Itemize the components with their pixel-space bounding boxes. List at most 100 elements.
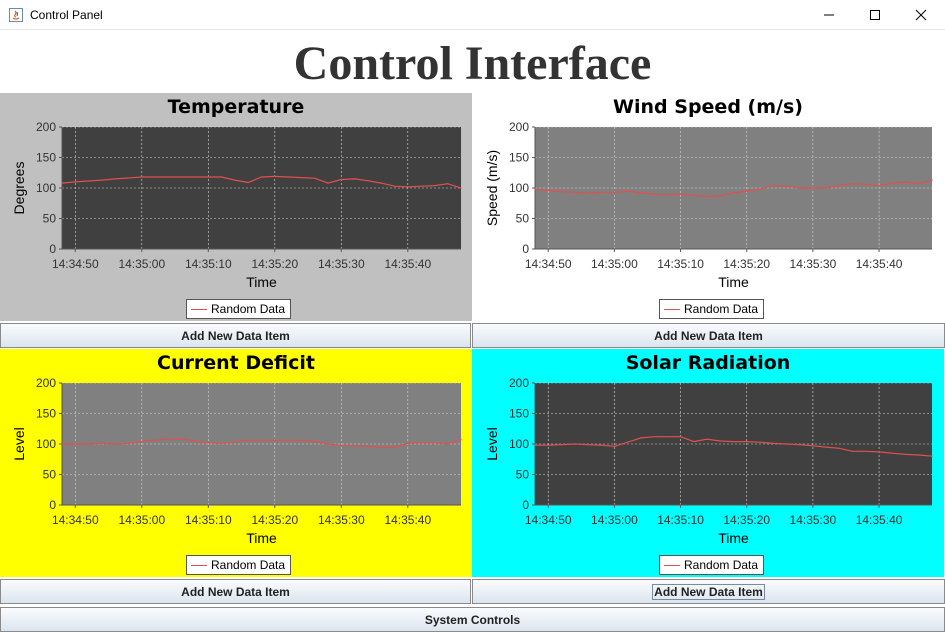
data-point xyxy=(260,439,263,441)
data-point xyxy=(785,443,788,445)
y-axis-label: Speed (m/s) xyxy=(484,150,500,226)
add-data-item-button[interactable]: Add New Data Item xyxy=(472,323,945,348)
data-point xyxy=(891,452,893,454)
x-tick-label: 14:35:10 xyxy=(185,513,232,527)
data-point xyxy=(587,444,589,446)
data-point xyxy=(613,445,615,448)
data-point xyxy=(460,439,462,441)
data-point xyxy=(759,441,761,443)
minimize-button[interactable] xyxy=(806,0,852,30)
data-point xyxy=(640,437,642,439)
data-point xyxy=(653,436,655,438)
data-point xyxy=(221,176,223,178)
data-point xyxy=(447,183,449,185)
add-data-item-label: Add New Data Item xyxy=(181,328,290,343)
add-data-item-button[interactable]: Add New Data Item xyxy=(472,579,945,604)
data-point xyxy=(74,181,76,183)
data-point xyxy=(812,445,814,447)
data-point xyxy=(613,191,615,193)
legend-label: Random Data xyxy=(211,302,286,316)
data-point xyxy=(560,444,563,446)
window-titlebar: Control Panel xyxy=(0,0,945,30)
data-point xyxy=(812,187,814,189)
x-tick-label: 14:35:30 xyxy=(790,513,837,527)
maximize-button[interactable] xyxy=(852,0,898,30)
y-tick-label: 100 xyxy=(36,437,56,451)
data-point xyxy=(114,178,116,180)
y-tick-label: 50 xyxy=(516,468,530,482)
data-point xyxy=(865,450,867,452)
data-point xyxy=(918,183,920,185)
system-controls-button[interactable]: System Controls xyxy=(0,607,945,632)
data-point xyxy=(666,194,668,196)
y-tick-label: 0 xyxy=(522,242,529,256)
data-point xyxy=(852,183,854,185)
chart-svg: 0 50 100 150 200 14:34:50 14:35:00 14:35:10 14:3… xyxy=(484,120,933,290)
y-tick-label: 100 xyxy=(36,181,56,195)
legend-swatch xyxy=(191,308,207,310)
data-point xyxy=(746,440,748,443)
y-tick-label: 150 xyxy=(509,407,529,421)
data-point xyxy=(653,193,655,195)
data-point xyxy=(799,187,801,189)
y-tick-label: 50 xyxy=(43,468,57,482)
data-point xyxy=(706,195,708,198)
chart-svg: 0 50 100 150 200 14:34:50 14:35:00 14:35:10 14:3… xyxy=(11,376,462,546)
y-tick-label: 200 xyxy=(509,376,529,390)
data-point xyxy=(367,180,369,182)
x-tick-label: 14:35:00 xyxy=(118,513,165,527)
data-point xyxy=(287,176,289,178)
chart-title: Wind Speed (m/s) xyxy=(613,96,803,118)
data-point xyxy=(221,442,223,444)
data-point xyxy=(247,181,249,184)
data-point xyxy=(878,451,880,453)
data-point xyxy=(838,184,840,187)
data-point xyxy=(61,443,63,445)
chart-panel-2: Wind Speed (m/s) 0 50 100 150 200 14:34:50 14:3… xyxy=(472,93,944,321)
add-data-item-button[interactable]: Add New Data Item xyxy=(0,579,471,604)
data-point xyxy=(234,441,236,443)
y-tick-label: 100 xyxy=(509,437,529,451)
data-point xyxy=(931,179,933,181)
data-point xyxy=(167,438,169,440)
close-button[interactable] xyxy=(898,0,944,30)
data-point xyxy=(88,443,90,445)
y-tick-label: 150 xyxy=(36,407,56,421)
x-tick-label: 14:35:10 xyxy=(657,513,704,527)
y-axis-label: Degrees xyxy=(11,162,27,215)
data-point xyxy=(627,441,629,443)
legend-swatch xyxy=(664,308,680,310)
data-point xyxy=(433,442,435,444)
add-data-item-label: Add New Data Item xyxy=(181,584,290,599)
data-point xyxy=(534,444,536,446)
data-point xyxy=(732,440,735,443)
add-data-item-label: Add New Data Item xyxy=(652,583,765,600)
x-axis-label: Time xyxy=(246,274,277,290)
data-point xyxy=(852,450,854,452)
data-point xyxy=(327,182,329,184)
data-point xyxy=(287,439,289,441)
data-point xyxy=(891,182,893,184)
chart-panel-3: Current Deficit 0 50 100 150 200 14:34:50 14:35… xyxy=(0,349,472,577)
x-tick-label: 14:35:00 xyxy=(591,513,638,527)
chart-svg: 0 50 100 150 200 14:34:50 14:35:00 14:35:10 14:3… xyxy=(484,376,933,546)
add-data-item-button[interactable]: Add New Data Item xyxy=(0,323,471,348)
data-point xyxy=(101,442,103,444)
data-point xyxy=(574,443,576,445)
data-point xyxy=(114,443,116,445)
data-point xyxy=(127,442,130,444)
legend-label: Random Data xyxy=(684,558,759,572)
data-point xyxy=(274,439,276,441)
data-point xyxy=(574,191,576,193)
x-tick-label: 14:35:30 xyxy=(318,513,365,527)
data-point xyxy=(931,455,933,457)
data-point xyxy=(746,190,748,192)
x-tick-label: 14:35:40 xyxy=(856,257,903,271)
data-point xyxy=(600,444,602,446)
y-tick-label: 0 xyxy=(49,242,56,256)
x-tick-label: 14:35:20 xyxy=(723,257,770,271)
chart-title: Temperature xyxy=(167,96,305,118)
chart-legend: Random Data xyxy=(186,299,292,319)
data-point xyxy=(693,440,695,443)
data-point xyxy=(407,186,409,188)
